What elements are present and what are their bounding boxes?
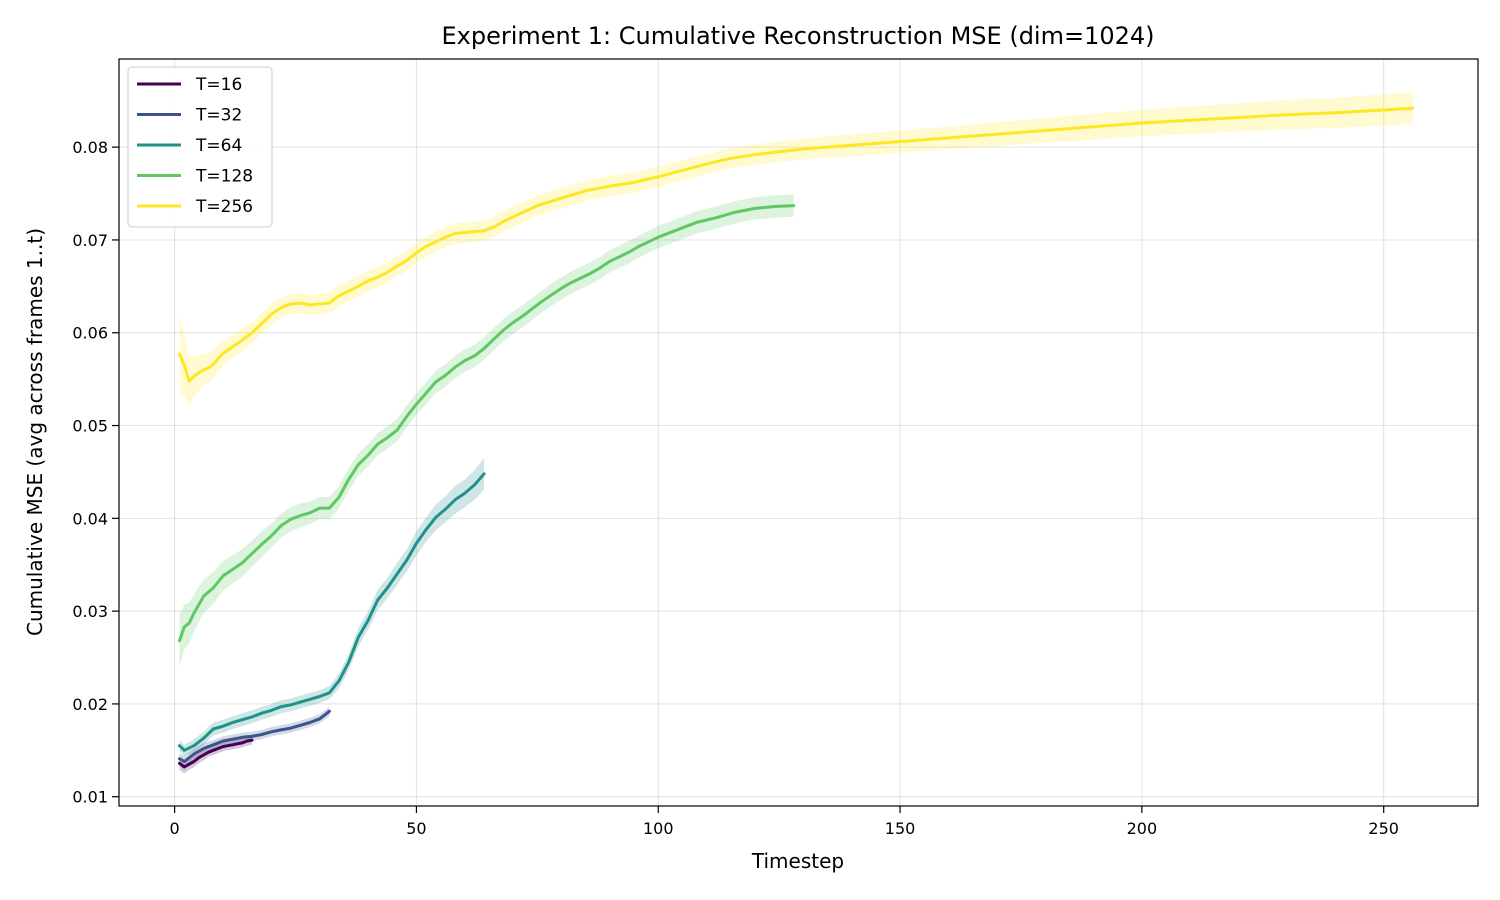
y-axis-label: Cumulative MSE (avg across frames 1..t) (23, 228, 47, 636)
line-t-256 (178, 106, 1415, 383)
y-tick-label: 0.08 (72, 138, 108, 157)
line-t-64 (178, 472, 486, 752)
y-tick-label: 0.07 (72, 231, 108, 250)
y-tick-label: 0.02 (72, 695, 108, 714)
x-tick-label: 50 (406, 819, 426, 838)
legend-box (127, 66, 273, 228)
grid (119, 59, 1478, 806)
line-t-32 (178, 709, 331, 763)
legend-label-t-32: T=32 (195, 106, 242, 126)
plot-frame (118, 58, 1479, 807)
y-tick-label: 0.05 (72, 417, 108, 436)
band-t-256 (179, 92, 1413, 406)
band-t-64 (179, 458, 485, 756)
y-tick-label: 0.06 (72, 324, 108, 343)
line-t-128 (178, 204, 796, 643)
axis-ticks: 0 50 100 150 200 250 0.01 0.02 0.03 0.04 0.05 0.06 0… (72, 138, 1399, 838)
x-tick-label: 150 (885, 819, 916, 838)
y-tick-label: 0.01 (72, 788, 108, 807)
line-t-16 (178, 738, 254, 769)
legend: T=16 T=32 T=64 T=128 T=256 (127, 66, 273, 228)
x-tick-label: 0 (170, 819, 180, 838)
x-tick-label: 100 (643, 819, 674, 838)
x-tick-label: 250 (1368, 819, 1399, 838)
legend-label-t-16: T=16 (195, 75, 242, 95)
chart-title: Experiment 1: Cumulative Reconstruction … (441, 22, 1154, 50)
x-axis-label: Timestep (751, 849, 844, 873)
x-tick-label: 200 (1127, 819, 1158, 838)
series-lines (178, 106, 1415, 769)
y-tick-label: 0.04 (72, 509, 108, 528)
legend-label-t-64: T=64 (195, 136, 242, 156)
legend-label-t-256: T=256 (195, 197, 253, 217)
legend-label-t-128: T=128 (195, 167, 253, 187)
y-tick-label: 0.03 (72, 602, 108, 621)
